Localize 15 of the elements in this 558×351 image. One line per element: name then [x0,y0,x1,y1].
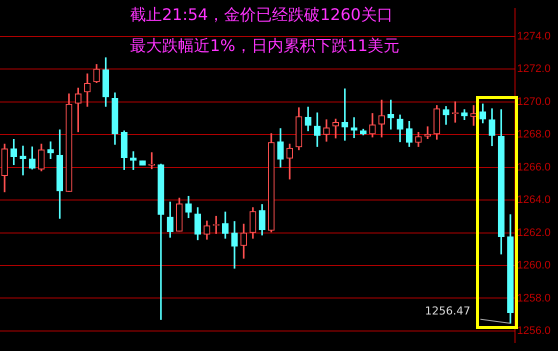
annotation: 截止21:54，金价已经跌破1260关口 [130,5,393,24]
y-tick-label: 1268.0 [517,128,551,141]
annotation: 最大跌幅近1%，日内累积下跌11美元 [130,36,400,56]
y-tick-label: 1272.0 [517,63,551,76]
y-tick-label: 1274.0 [517,30,551,42]
candlestick [20,146,26,176]
y-tick-label: 1264.0 [517,194,551,206]
y-tick-label: 1266.0 [517,161,551,174]
y-tick-label: 1262.0 [517,226,551,239]
annotation: 1256.47 [424,304,470,318]
candlestick [350,117,358,138]
y-tick-label: 1270.0 [517,96,551,108]
y-tick-label: 1260.0 [517,260,551,272]
y-tick-label: 1258.0 [517,292,551,304]
y-tick-label: 1256.0 [517,324,551,337]
